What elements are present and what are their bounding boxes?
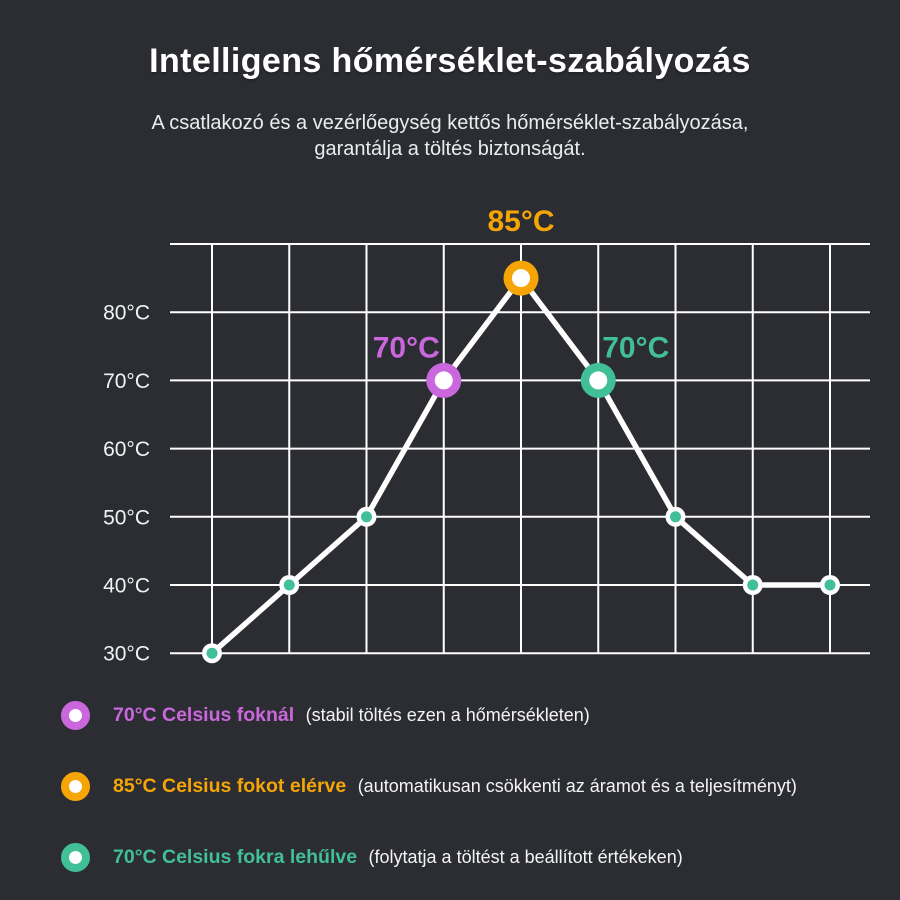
point-label: 70°C [602,331,669,364]
y-axis-tick-label: 70°C [103,370,150,393]
data-point-center [206,647,218,659]
y-axis-tick-label: 60°C [103,438,150,461]
legend-item-70c-cooled: 70°C Celsius fokra lehűlve (folytatja a … [0,842,900,872]
point-label: 85°C [487,205,554,238]
y-axis-tick-label: 40°C [103,575,150,598]
highlight-marker-center [434,371,453,390]
y-axis-tick-label: 30°C [103,643,150,666]
legend-text: 70°C Celsius fokra lehűlve (folytatja a … [113,846,683,869]
legend-text: 70°C Celsius foknál (stabil töltés ezen … [113,704,590,727]
data-point-center [361,511,372,523]
page-title: Intelligens hőmérséklet-szabályozás [149,42,751,80]
data-point-center [824,579,836,591]
point-label: 70°C [373,331,440,364]
data-point-center [670,511,681,523]
legend-item-70c-stable: 70°C Celsius foknál (stabil töltés ezen … [0,700,900,730]
highlight-marker-center [512,269,530,288]
legend-item-title: 85°C Celsius fokot elérve [113,774,347,797]
legend-item-description: (folytatja a töltést a beállított értéke… [368,846,683,867]
teal-dot-icon [61,842,90,872]
page-subtitle: A csatlakozó és a vezérlőegység kettős h… [0,110,900,162]
legend-item-description: (stabil töltés ezen a hőmérsékleten) [305,704,590,725]
magenta-dot-icon [61,700,90,730]
data-point-center [283,579,295,591]
subtitle-line-2: garantálja a töltés biztonságát. [314,138,586,160]
orange-dot-icon [61,771,90,801]
highlight-marker-center [589,371,608,390]
data-point-center [747,579,759,591]
legend-item-title: 70°C Celsius foknál [113,703,295,726]
subtitle-line-1: A csatlakozó és a vezérlőegység kettős h… [151,112,749,134]
legend-text: 85°C Celsius fokot elérve (automatikusan… [113,775,797,798]
legend: 70°C Celsius foknál (stabil töltés ezen … [0,700,900,872]
y-axis-tick-label: 80°C [103,302,150,325]
legend-item-description: (automatikusan csökkenti az áramot és a … [357,775,797,796]
legend-item-85c-reached: 85°C Celsius fokot elérve (automatikusan… [0,771,900,801]
legend-item-title: 70°C Celsius fokra lehűlve [113,845,358,868]
y-axis-tick-label: 50°C [103,506,150,529]
